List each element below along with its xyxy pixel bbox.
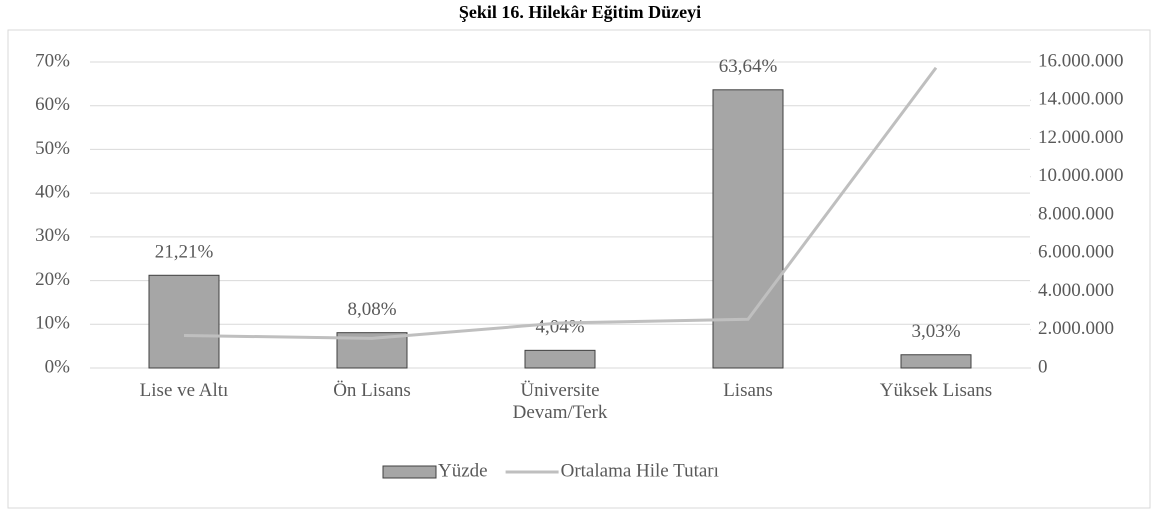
legend-label: Ortalama Hile Tutarı — [561, 460, 719, 481]
data-label: 8,08% — [347, 299, 396, 320]
chart-border — [7, 29, 1151, 509]
x-tick-label: Ön Lisans — [333, 380, 411, 401]
y-tick-label: 50% — [35, 138, 70, 159]
bar — [900, 354, 972, 369]
x-tick-label: Üniversite Devam/Terk — [512, 380, 608, 423]
bar — [148, 274, 220, 369]
y2-tick-label: 12.000.000 — [1038, 127, 1124, 148]
y-tick-label: 40% — [35, 182, 70, 203]
x-tick-label: Yüksek Lisans — [879, 380, 993, 401]
data-label: 3,03% — [911, 321, 960, 342]
legend-label: Yüzde — [438, 460, 488, 481]
bar — [524, 349, 596, 369]
legend-swatch — [382, 465, 437, 479]
data-label: 21,21% — [155, 242, 214, 263]
y2-tick-label: 14.000.000 — [1038, 89, 1124, 110]
y2-tick-label: 4.000.000 — [1038, 280, 1114, 301]
data-label: 63,64% — [719, 56, 778, 77]
chart-title: Şekil 16. Hilekâr Eğitim Düzeyi — [459, 2, 701, 22]
y2-tick-label: 10.000.000 — [1038, 165, 1124, 186]
y-tick-label: 10% — [35, 313, 70, 334]
y-tick-label: 60% — [35, 94, 70, 115]
bar — [712, 89, 784, 369]
y-tick-label: 20% — [35, 269, 70, 290]
line — [183, 66, 938, 340]
data-label: 4,04% — [535, 317, 584, 338]
y2-tick-label: 16.000.000 — [1038, 50, 1124, 71]
y2-tick-label: 0 — [1038, 356, 1048, 377]
y2-tick-label: 8.000.000 — [1038, 203, 1114, 224]
x-tick-label: Lise ve Altı — [139, 380, 229, 401]
y-tick-label: 70% — [35, 50, 70, 71]
x-tick-label: Lisans — [723, 380, 773, 401]
y-tick-label: 30% — [35, 225, 70, 246]
y2-tick-label: 6.000.000 — [1038, 242, 1114, 263]
y-tick-label: 0% — [45, 356, 71, 377]
y2-tick-label: 2.000.000 — [1038, 318, 1114, 339]
